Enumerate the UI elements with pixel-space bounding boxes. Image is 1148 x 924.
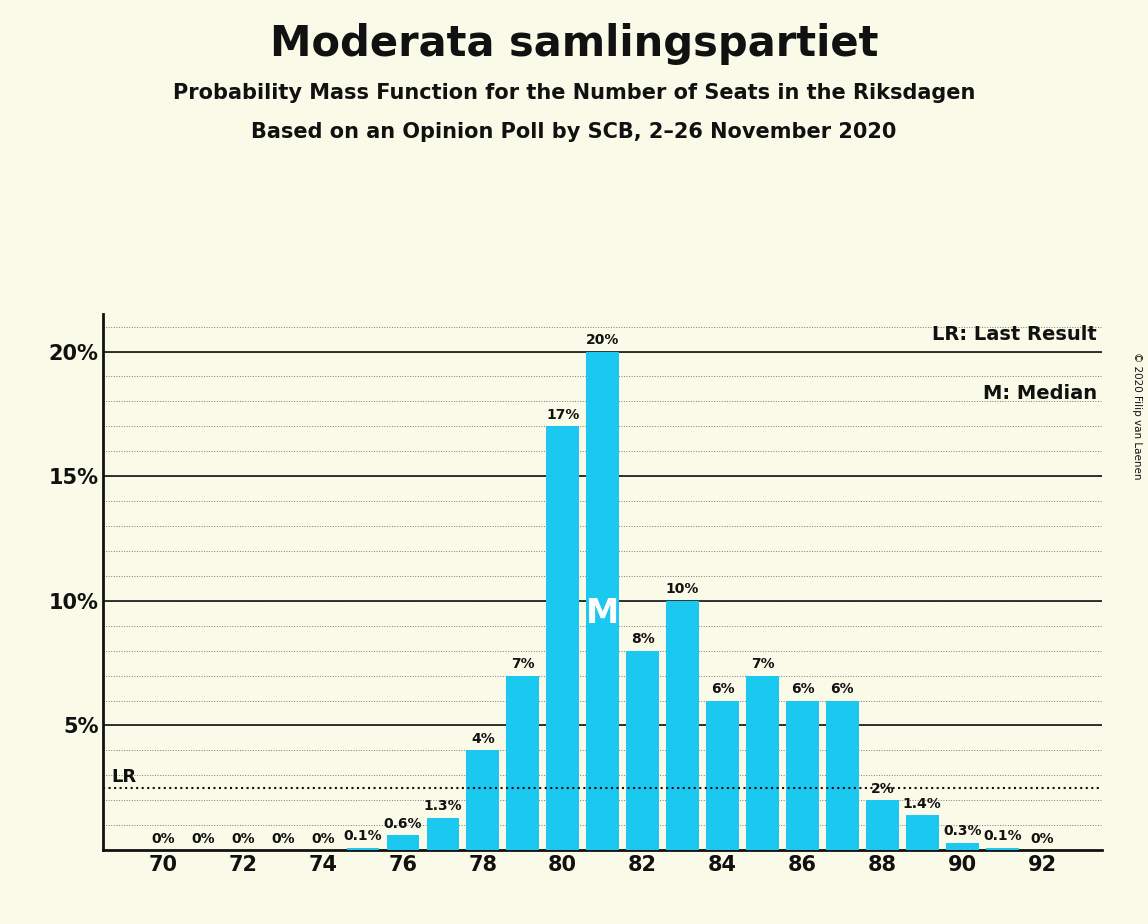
Text: LR: LR (111, 768, 137, 785)
Text: 8%: 8% (630, 632, 654, 646)
Bar (986, 847, 1018, 850)
Bar (466, 750, 499, 850)
Text: 6%: 6% (831, 682, 854, 696)
Text: 0%: 0% (232, 832, 255, 845)
Text: 10%: 10% (666, 582, 699, 596)
Text: 7%: 7% (511, 657, 535, 671)
Text: M: Median: M: Median (983, 383, 1097, 403)
Text: 6%: 6% (711, 682, 735, 696)
Text: 7%: 7% (751, 657, 774, 671)
Text: 1.4%: 1.4% (903, 796, 941, 810)
Text: 0.6%: 0.6% (383, 817, 422, 831)
Bar (946, 843, 978, 850)
Bar (866, 800, 899, 850)
Bar (706, 700, 739, 850)
Text: LR: Last Result: LR: Last Result (932, 325, 1097, 344)
Text: 0%: 0% (271, 832, 295, 845)
Text: 0%: 0% (152, 832, 174, 845)
Text: 0%: 0% (311, 832, 335, 845)
Text: © 2020 Filip van Laenen: © 2020 Filip van Laenen (1132, 352, 1142, 480)
Bar (827, 700, 859, 850)
Text: 0%: 0% (192, 832, 215, 845)
Bar (506, 675, 540, 850)
Text: 1.3%: 1.3% (424, 799, 463, 813)
Text: 0.1%: 0.1% (983, 829, 1022, 843)
Bar (347, 847, 379, 850)
Text: Probability Mass Function for the Number of Seats in the Riksdagen: Probability Mass Function for the Number… (173, 83, 975, 103)
Text: 17%: 17% (546, 407, 580, 422)
Text: 0.3%: 0.3% (943, 824, 982, 838)
Bar (587, 351, 619, 850)
Bar (427, 818, 459, 850)
Text: Based on an Opinion Poll by SCB, 2–26 November 2020: Based on an Opinion Poll by SCB, 2–26 No… (251, 122, 897, 142)
Text: 0.1%: 0.1% (343, 829, 382, 843)
Text: Moderata samlingspartiet: Moderata samlingspartiet (270, 23, 878, 65)
Text: M: M (587, 597, 619, 630)
Bar (746, 675, 778, 850)
Bar (387, 835, 419, 850)
Text: 4%: 4% (471, 732, 495, 746)
Bar (627, 650, 659, 850)
Text: 0%: 0% (1031, 832, 1054, 845)
Text: 20%: 20% (585, 333, 620, 347)
Bar (906, 815, 939, 850)
Text: 6%: 6% (791, 682, 814, 696)
Bar (786, 700, 819, 850)
Bar (546, 426, 579, 850)
Bar (666, 601, 699, 850)
Text: 2%: 2% (870, 782, 894, 796)
